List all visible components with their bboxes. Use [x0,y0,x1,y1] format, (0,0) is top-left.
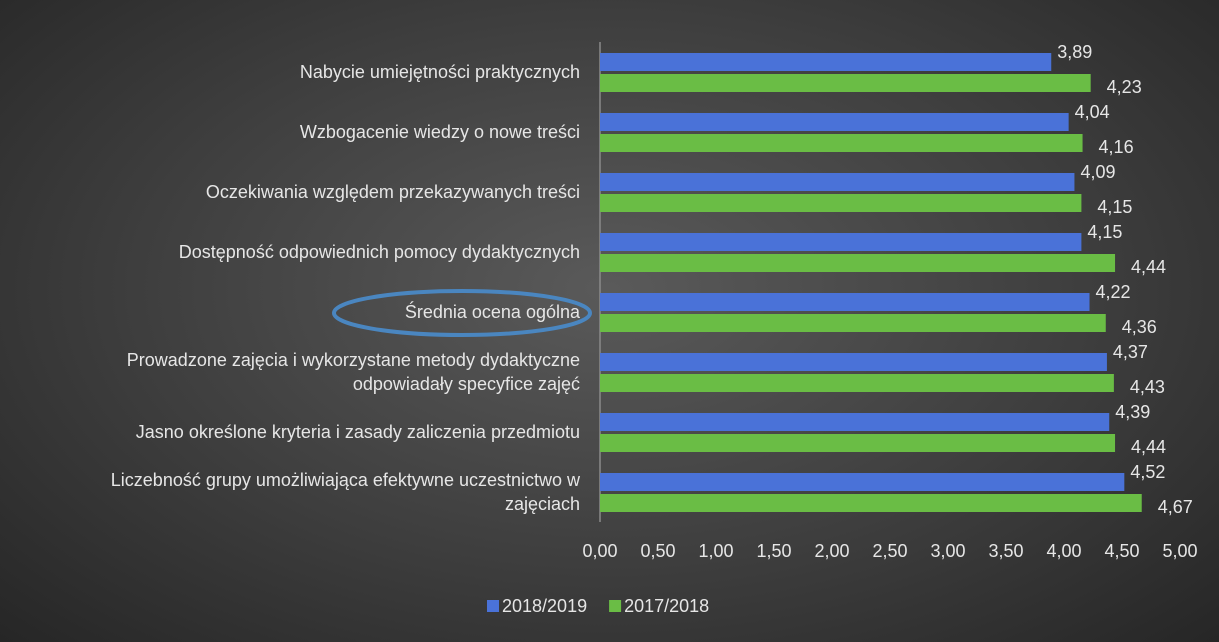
highlight-ellipse [332,289,592,337]
value-label: 4,43 [1130,377,1165,397]
value-label: 4,36 [1122,317,1157,337]
bar [600,434,1116,452]
x-tick-label: 1,50 [756,541,791,561]
y-tick-label: Średnia ocena ogólna [404,302,580,322]
bar [600,113,1069,131]
legend-label: 2017/2018 [624,596,709,616]
bar [600,314,1106,332]
y-tick-label: Liczebność grupy umożliwiająca efektywne… [110,470,580,514]
legend-swatch [487,600,499,612]
y-tick-label: Nabycie umiejętności praktycznych [299,62,580,82]
x-tick-label: 0,50 [640,541,675,561]
value-label: 4,52 [1130,462,1165,482]
bar [600,413,1110,431]
value-label: 4,23 [1107,77,1142,97]
y-tick-label: Dostępność odpowiednich pomocy dydaktycz… [178,242,580,262]
value-label: 4,44 [1131,437,1166,457]
x-tick-label: 4,50 [1104,541,1139,561]
bar [600,473,1125,491]
value-label: 4,39 [1115,402,1150,422]
bar [600,134,1083,152]
bar [600,293,1090,311]
x-tick-label: 2,00 [814,541,849,561]
value-label: 4,37 [1113,342,1148,362]
bar [600,353,1107,371]
x-tick-label: 3,00 [930,541,965,561]
legend-label: 2018/2019 [502,596,587,616]
bar [600,233,1082,251]
bar [600,74,1091,92]
x-tick-label: 0,00 [582,541,617,561]
y-tick-label: Oczekiwania względem przekazywanych treś… [205,182,580,202]
bar [600,194,1082,212]
value-label: 4,22 [1096,282,1131,302]
x-tick-label: 3,50 [988,541,1023,561]
x-tick-label: 1,00 [698,541,733,561]
value-label: 4,67 [1158,497,1193,517]
y-tick-label: Jasno określone kryteria i zasady zalicz… [135,422,580,442]
value-label: 4,16 [1099,137,1134,157]
value-label: 4,15 [1087,222,1122,242]
value-label: 3,89 [1057,42,1092,62]
bar [600,53,1052,71]
bar [600,254,1116,272]
y-tick-label: Prowadzone zajęcia i wykorzystane metody… [126,350,580,394]
y-tick-label: Wzbogacenie wiedzy o nowe treści [299,122,580,142]
bar [600,374,1114,392]
value-label: 4,09 [1080,162,1115,182]
value-label: 4,15 [1097,197,1132,217]
bar [600,494,1142,512]
value-label: 4,04 [1075,102,1110,122]
legend-swatch [609,600,622,612]
x-tick-label: 2,50 [872,541,907,561]
x-tick-label: 4,00 [1046,541,1081,561]
x-tick-label: 5,00 [1162,541,1197,561]
bar [600,173,1075,191]
value-label: 4,44 [1131,257,1166,277]
